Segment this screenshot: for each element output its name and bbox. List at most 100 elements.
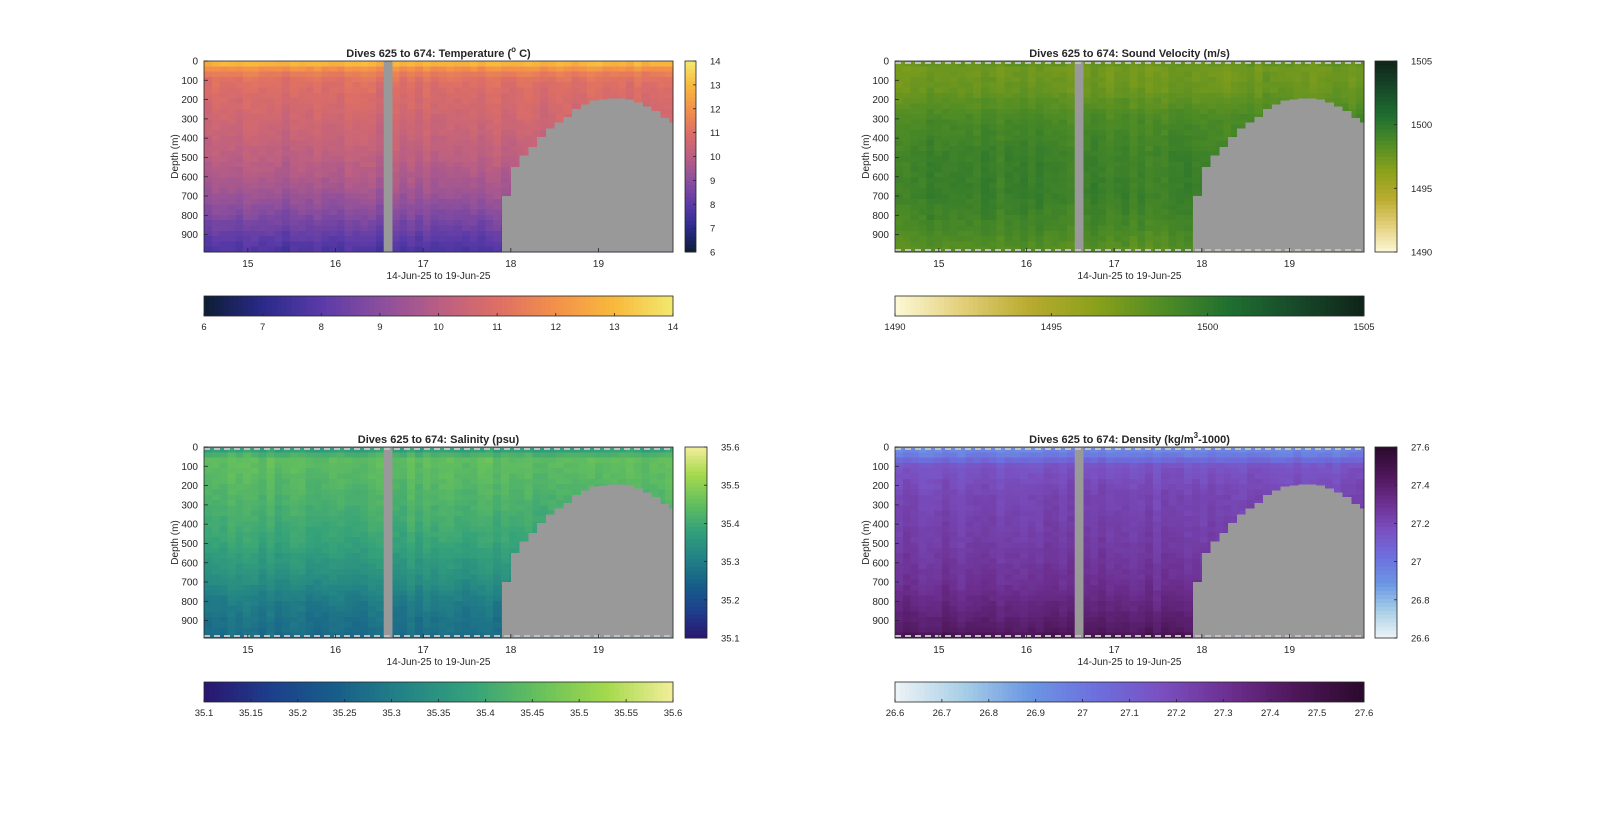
heatmap-cell bbox=[934, 124, 943, 131]
colorbar-swatch bbox=[1163, 296, 1170, 316]
heatmap-cell bbox=[305, 188, 315, 195]
heatmap-cell bbox=[1066, 82, 1076, 89]
heatmap-cell bbox=[649, 103, 658, 110]
heatmap-cell bbox=[1309, 66, 1318, 73]
heatmap-cell bbox=[1090, 183, 1099, 189]
heatmap-cell bbox=[235, 103, 244, 110]
heatmap-cell bbox=[1035, 225, 1045, 232]
heatmap-cell bbox=[1231, 119, 1240, 126]
heatmap-cell bbox=[305, 124, 315, 131]
heatmap-cell bbox=[1066, 193, 1076, 200]
heatmap-cell bbox=[352, 172, 361, 179]
heatmap-cell bbox=[1137, 61, 1146, 67]
heatmap-cell bbox=[563, 108, 572, 115]
heatmap-cell bbox=[211, 574, 221, 581]
heatmap-cell bbox=[438, 220, 447, 227]
heatmap-cell bbox=[1129, 98, 1138, 105]
heatmap-cell bbox=[988, 214, 998, 221]
seafloor-step bbox=[502, 196, 512, 252]
heatmap-cell bbox=[204, 124, 213, 131]
heatmap-cell bbox=[250, 241, 260, 248]
heatmap-cell bbox=[227, 622, 236, 628]
heatmap-cell bbox=[926, 188, 935, 195]
colorbar-swatch bbox=[1290, 296, 1297, 316]
heatmap-cell bbox=[1137, 108, 1146, 115]
x-tick-label: 18 bbox=[1196, 259, 1208, 270]
heatmap-cell bbox=[532, 98, 541, 105]
heatmap-cell bbox=[1129, 230, 1138, 237]
heatmap-cell bbox=[610, 66, 619, 73]
heatmap-cell bbox=[336, 209, 346, 216]
heatmap-cell bbox=[516, 114, 526, 120]
heatmap-cell bbox=[941, 220, 951, 227]
heatmap-cell bbox=[1020, 61, 1029, 67]
heatmap-cell bbox=[918, 209, 927, 216]
heatmap-cell bbox=[360, 230, 369, 237]
heatmap-cell bbox=[1106, 98, 1115, 105]
heatmap-cell bbox=[391, 135, 401, 142]
heatmap-cell bbox=[297, 151, 307, 158]
heatmap-cell bbox=[235, 531, 244, 538]
heatmap-cell bbox=[1129, 129, 1138, 136]
heatmap-cell bbox=[973, 204, 982, 211]
heatmap-cell bbox=[266, 76, 275, 83]
heatmap-cell bbox=[1012, 66, 1021, 73]
heatmap-cell bbox=[1106, 183, 1115, 189]
heatmap-cell bbox=[1121, 108, 1131, 115]
heatmap-cell bbox=[980, 82, 990, 89]
heatmap-cell bbox=[430, 236, 440, 242]
heatmap-cell bbox=[289, 246, 299, 253]
heatmap-cell bbox=[1129, 225, 1138, 232]
colorbar-swatch bbox=[1017, 296, 1023, 316]
heatmap-cell bbox=[965, 230, 974, 237]
heatmap-cell bbox=[1254, 87, 1263, 94]
heatmap-cell bbox=[282, 61, 291, 67]
heatmap-cell bbox=[918, 108, 927, 115]
heatmap-cell bbox=[1145, 119, 1154, 126]
colorbar-swatch bbox=[997, 296, 1004, 316]
seafloor-step bbox=[624, 99, 635, 252]
heatmap-cell bbox=[633, 98, 643, 105]
colorbar-swatch bbox=[685, 228, 696, 233]
heatmap-cell bbox=[1160, 167, 1170, 174]
heatmap-cell bbox=[407, 198, 416, 205]
heatmap-cell bbox=[1004, 76, 1013, 83]
heatmap-cell bbox=[493, 61, 502, 67]
heatmap-cell bbox=[1348, 103, 1357, 110]
heatmap-cell bbox=[1027, 241, 1037, 248]
heatmap-cell bbox=[1121, 114, 1131, 120]
heatmap-cell bbox=[910, 177, 920, 184]
heatmap-cell bbox=[1129, 156, 1138, 163]
heatmap-cell bbox=[1051, 183, 1060, 189]
heatmap-cell bbox=[360, 177, 369, 184]
heatmap-cell bbox=[227, 473, 236, 480]
heatmap-cell bbox=[282, 204, 291, 211]
heatmap-cell bbox=[235, 505, 244, 512]
heatmap-cell bbox=[446, 71, 455, 78]
heatmap-cell bbox=[219, 114, 229, 120]
heatmap-cell bbox=[508, 108, 518, 115]
heatmap-cell bbox=[204, 542, 213, 549]
colorbar-swatch bbox=[685, 216, 696, 221]
heatmap-cell bbox=[895, 82, 904, 89]
heatmap-cell bbox=[274, 151, 283, 158]
heatmap-cell bbox=[368, 140, 377, 147]
heatmap-cell bbox=[297, 193, 307, 200]
heatmap-cell bbox=[555, 66, 565, 73]
heatmap-cell bbox=[493, 241, 502, 248]
heatmap-cell bbox=[957, 161, 966, 168]
heatmap-cell bbox=[469, 198, 479, 205]
heatmap-cell bbox=[610, 76, 619, 83]
heatmap-cell bbox=[1012, 236, 1021, 242]
heatmap-cell bbox=[243, 108, 252, 115]
heatmap-cell bbox=[313, 76, 322, 83]
colorbar-swatch bbox=[1375, 188, 1397, 193]
heatmap-cell bbox=[243, 563, 252, 570]
heatmap-cell bbox=[918, 135, 927, 142]
heatmap-cell bbox=[1020, 193, 1029, 200]
heatmap-cell bbox=[211, 505, 221, 512]
heatmap-cell bbox=[910, 76, 920, 83]
heatmap-cell bbox=[258, 140, 268, 147]
heatmap-cell bbox=[965, 103, 974, 110]
heatmap-cell bbox=[211, 590, 221, 597]
